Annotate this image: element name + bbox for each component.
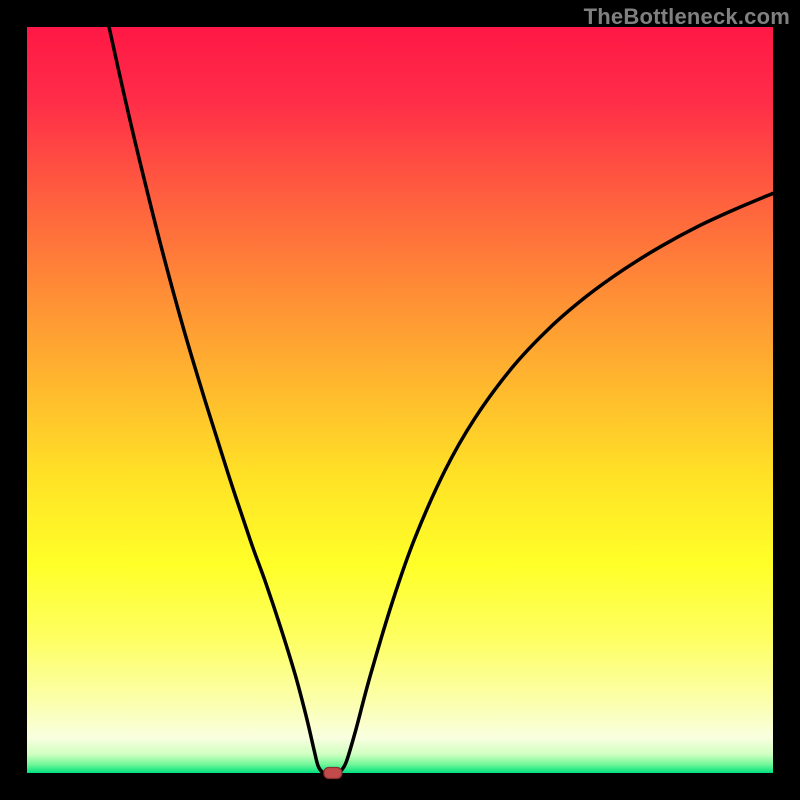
chart-container: TheBottleneck.com — [0, 0, 800, 800]
plot-background — [27, 27, 773, 773]
bottleneck-chart — [0, 0, 800, 800]
minimum-marker — [324, 768, 342, 779]
watermark-text: TheBottleneck.com — [584, 4, 790, 30]
